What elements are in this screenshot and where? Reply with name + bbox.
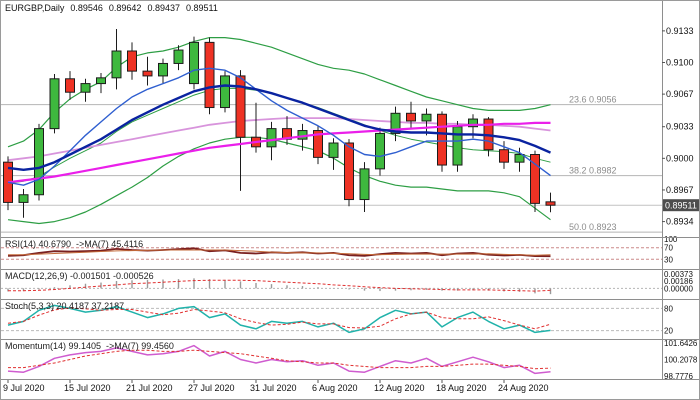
bull-candle bbox=[49, 78, 60, 130]
bear-candle bbox=[313, 130, 323, 158]
momentum-ma-line bbox=[8, 349, 551, 370]
bull-candle bbox=[468, 118, 478, 128]
stoch-axis-label: 20 bbox=[664, 327, 673, 336]
price-axis-label: 0.9100 bbox=[666, 58, 694, 68]
price-axis-label: 0.8934 bbox=[666, 217, 694, 227]
ma-magenta-line bbox=[7, 121, 551, 184]
bull-candle bbox=[96, 77, 106, 85]
bollinger-lower-line bbox=[7, 136, 551, 225]
bull-candle bbox=[111, 50, 122, 79]
plot-area[interactable] bbox=[1, 1, 662, 380]
bull-candle bbox=[421, 113, 432, 122]
rsi-axis-label: 100 bbox=[664, 235, 678, 244]
bear-candle bbox=[530, 154, 540, 204]
date-label: 18 Aug 2020 bbox=[436, 383, 487, 393]
bear-candle bbox=[545, 201, 556, 206]
bear-candle bbox=[344, 142, 354, 201]
bull-candle bbox=[80, 83, 91, 93]
macd-axis-label: 0.00186 bbox=[664, 277, 693, 286]
price-axis-label: 0.9133 bbox=[666, 26, 694, 36]
price-axis-label: 0.9067 bbox=[666, 89, 694, 99]
bull-candle bbox=[390, 112, 401, 134]
date-label: 12 Aug 2020 bbox=[374, 383, 425, 393]
momentum-axis-label: 101.6426 bbox=[664, 339, 698, 348]
current-price-box bbox=[663, 199, 699, 212]
high-value: 0.89642 bbox=[108, 3, 142, 13]
low-value: 0.89437 bbox=[147, 3, 180, 13]
momentum-axis-label: 100.2078 bbox=[664, 355, 698, 364]
rsi-axis-label: 70 bbox=[664, 244, 673, 253]
macd-axis-label: 0.00373 bbox=[664, 270, 693, 279]
date-label: 15 Jul 2020 bbox=[64, 383, 111, 393]
bull-candle bbox=[514, 154, 525, 163]
price-axis-label: 0.9000 bbox=[666, 153, 694, 163]
close-value: 0.89511 bbox=[186, 3, 218, 13]
date-label: 9 Jul 2020 bbox=[3, 383, 45, 393]
rsi-ma-line bbox=[8, 249, 551, 256]
bull-candle bbox=[220, 75, 230, 109]
bull-candle bbox=[18, 194, 29, 203]
symbol-period-label: EURGBP,Daily bbox=[5, 3, 65, 13]
price-scale[interactable] bbox=[663, 1, 700, 380]
current-price-label: 0.89511 bbox=[665, 201, 697, 211]
date-label: 31 Jul 2020 bbox=[250, 383, 297, 393]
bull-candle bbox=[328, 142, 339, 158]
date-label: 27 Jul 2020 bbox=[188, 383, 235, 393]
ma-blue-slow-line bbox=[7, 84, 551, 172]
rsi-indicator-title: RSI(14) 40.6790 ->MA(7) 45.4116 bbox=[5, 239, 144, 249]
bear-candle bbox=[406, 112, 416, 122]
bear-candle bbox=[65, 78, 75, 93]
stoch-indicator-title: Stoch(5,3,3) 20.4187 37.2187 bbox=[5, 301, 125, 311]
fib-label: 50.0 0.8923 bbox=[569, 222, 617, 232]
momentum-axis-label: 98.7776 bbox=[664, 372, 693, 381]
macd-axis-label: 0.00000 bbox=[664, 284, 693, 293]
open-value: 0.89546 bbox=[70, 3, 103, 13]
momentum-indicator-title: Momentum(14) 99.1405 ->MA(7) 99.4560 bbox=[5, 341, 174, 351]
momentum-line bbox=[7, 344, 551, 375]
bull-candle bbox=[375, 132, 385, 170]
price-axis-label: 0.9033 bbox=[666, 122, 694, 132]
date-label: 6 Aug 2020 bbox=[312, 383, 358, 393]
stoch-axis-label: 80 bbox=[664, 304, 673, 313]
ma-blue-fast-line bbox=[7, 67, 551, 186]
time-scale[interactable] bbox=[1, 380, 700, 400]
bear-candle bbox=[499, 149, 509, 163]
stoch-k-line bbox=[7, 304, 551, 334]
date-label: 24 Aug 2020 bbox=[498, 383, 549, 393]
stoch-d-line bbox=[7, 307, 551, 330]
date-label: 21 Jul 2020 bbox=[126, 383, 173, 393]
bear-candle bbox=[142, 70, 153, 77]
bear-candle bbox=[204, 41, 215, 109]
rsi-axis-label: 30 bbox=[664, 255, 673, 264]
bull-candle bbox=[266, 128, 277, 148]
macd-indicator-title: MACD(12,26,9) -0.001501 -0.000526 bbox=[5, 271, 154, 281]
bull-candle bbox=[359, 168, 370, 201]
bull-candle bbox=[158, 62, 168, 77]
bear-candle bbox=[127, 50, 137, 72]
bull-candle bbox=[189, 41, 199, 85]
fib-label: 38.2 0.8982 bbox=[569, 166, 617, 176]
fib-label: 23.6 0.9056 bbox=[569, 95, 617, 105]
ma-violet-line bbox=[7, 117, 551, 162]
price-axis-label: 0.8967 bbox=[666, 185, 694, 195]
bull-candle bbox=[34, 128, 44, 196]
bear-candle bbox=[235, 75, 246, 138]
macd-signal-line bbox=[8, 279, 551, 292]
bull-candle bbox=[173, 49, 184, 64]
chart-header: EURGBP,Daily 0.89546 0.89642 0.89437 0.8… bbox=[5, 3, 218, 13]
bear-candle bbox=[437, 113, 447, 166]
